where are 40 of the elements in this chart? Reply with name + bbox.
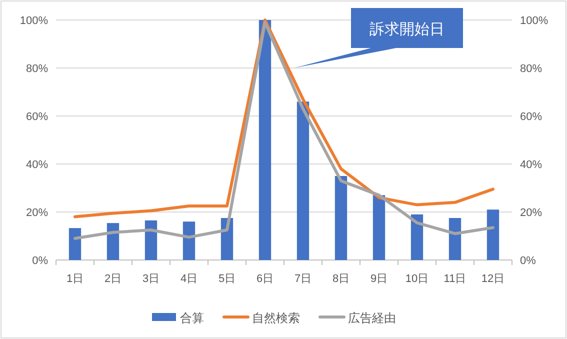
callout: 訴求開始日 xyxy=(294,8,463,68)
bar xyxy=(334,176,348,260)
y2-tick-label: 0% xyxy=(520,255,536,267)
annotation: 訴求開始日 xyxy=(370,21,444,38)
x-tick-label: 12日 xyxy=(481,273,505,285)
y2-tick-label: 20% xyxy=(520,207,542,219)
bar xyxy=(296,102,310,260)
y-tick-label: 20% xyxy=(26,207,48,219)
x-tick-label: 2日 xyxy=(104,273,122,285)
x-tick-label: 5日 xyxy=(218,273,236,285)
x-tick-label: 6日 xyxy=(256,273,274,285)
x-tick-label: 7日 xyxy=(294,273,312,285)
y2-tick-label: 60% xyxy=(520,111,542,123)
legend-label: 広告経由 xyxy=(348,311,396,325)
x-tick-label: 4日 xyxy=(180,273,198,285)
x-tick-label: 10日 xyxy=(405,273,429,285)
bar xyxy=(144,220,158,260)
bar xyxy=(258,20,272,260)
y2-tick-label: 100% xyxy=(520,15,548,27)
y2-tick-label: 40% xyxy=(520,159,542,171)
bar xyxy=(486,210,500,260)
bar xyxy=(182,222,196,260)
x-tick-label: 8日 xyxy=(332,273,350,285)
bar xyxy=(68,228,82,260)
bar xyxy=(410,214,424,260)
bar xyxy=(372,195,386,260)
y-tick-label: 40% xyxy=(26,159,48,171)
y-tick-label: 60% xyxy=(26,111,48,123)
legend-label: 自然検索 xyxy=(252,311,300,325)
y-tick-label: 100% xyxy=(20,15,48,27)
x-tick-label: 9日 xyxy=(370,273,388,285)
x-tick-label: 1日 xyxy=(66,273,84,285)
y-tick-label: 80% xyxy=(26,63,48,75)
bar xyxy=(106,223,120,260)
x-tick-label: 3日 xyxy=(142,273,160,285)
bar xyxy=(448,218,462,260)
x-tick-label: 11日 xyxy=(444,273,466,285)
y2-tick-label: 80% xyxy=(520,63,542,75)
legend-label: 合算 xyxy=(180,311,204,325)
y-tick-label: 0% xyxy=(32,255,48,267)
